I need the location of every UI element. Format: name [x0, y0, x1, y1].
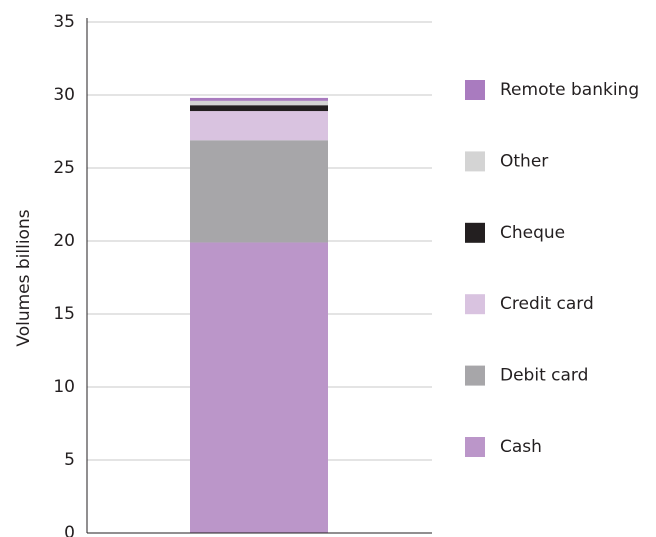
legend-label: Cash [500, 437, 542, 457]
bar-segment [190, 111, 328, 141]
bar-segment [190, 140, 328, 243]
y-tick-label: 15 [53, 304, 75, 324]
legend-label: Cheque [500, 223, 565, 243]
legend-swatch [465, 80, 485, 100]
y-tick-label: 35 [53, 12, 75, 32]
bar-segment [190, 100, 328, 106]
legend-swatch [465, 222, 485, 243]
bar-segment [190, 97, 328, 101]
y-tick-label: 30 [53, 85, 75, 105]
y-tick-label: 10 [53, 377, 75, 397]
bar-segment [190, 105, 328, 112]
bar-segment [190, 242, 328, 533]
legend-swatch [465, 365, 485, 386]
y-axis-label: Volumes billions [14, 209, 34, 346]
y-tick-label: 25 [53, 158, 75, 178]
y-tick-label: 0 [64, 523, 75, 537]
y-tick-label: 5 [64, 450, 75, 470]
legend-label: Credit card [500, 294, 594, 314]
legend-label: Debit card [500, 366, 588, 386]
legend-swatch [465, 151, 485, 172]
legend-swatch [465, 294, 485, 315]
legend-label: Other [500, 151, 548, 171]
y-tick-label: 20 [53, 231, 75, 251]
legend-label: Remote banking [500, 80, 639, 100]
legend-swatch [465, 437, 485, 457]
